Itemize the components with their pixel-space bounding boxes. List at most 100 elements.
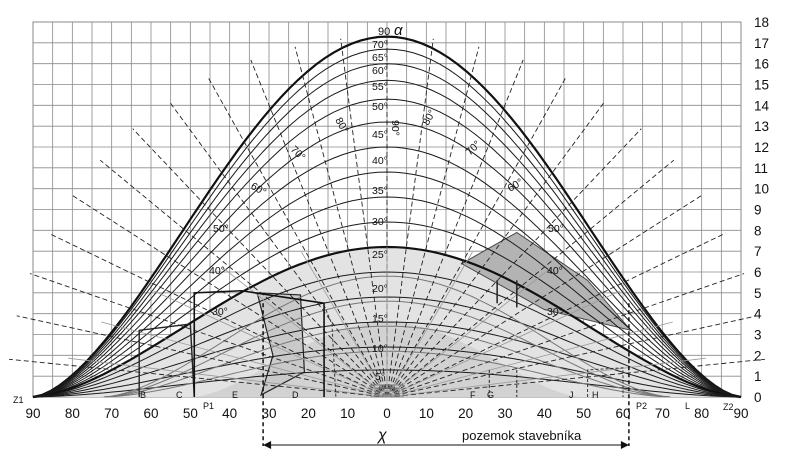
x-tick-label: 50 [183,406,198,421]
slope-label-50-left: 50° [213,223,229,235]
slope-label-40-left: 40° [209,265,225,277]
altitude-label-20: 20° [372,283,388,295]
x-tick-label: 70 [104,406,119,421]
x-tick-label: 80 [65,406,80,421]
x-tick-label: 20 [458,406,473,421]
x-tick-label: 30 [497,406,512,421]
point-label-e: E [232,390,238,400]
radial-dashed-line [16,315,388,398]
y-tick-label: 4 [754,307,762,322]
chi-symbol: χ [376,427,387,444]
radial-gray-line [221,266,388,398]
radial-gray-line [386,251,473,398]
building-outline-c-d [193,289,325,397]
sun-path-curve [32,221,742,398]
building-outline-d [323,305,337,398]
radial-gray-line [101,321,388,398]
point-label-l: L [685,401,690,411]
radial-dashed-line [386,232,726,398]
radial-dashed-line [386,273,745,398]
arrow-right-head [620,441,629,449]
radial-dashed-line [386,78,566,398]
x-tick-label: 40 [222,406,237,421]
altitude-label-30: 30° [372,216,388,228]
point-label-z2: Z2 [723,402,734,412]
point-label-p1: P1 [203,401,214,411]
y-tick-label: 7 [754,244,762,259]
x-tick-label: 40 [537,406,552,421]
altitude-label-40: 40° [372,155,388,167]
altitude-label-65: 65° [372,52,388,64]
x-tick-label: 50 [576,406,591,421]
radial-gray-line [386,357,706,398]
altitude-label-50: 50° [372,101,388,113]
x-tick-label: 30 [261,406,276,421]
point-label-p2: P2 [636,401,647,411]
radial-dashed-line [132,128,388,398]
radial-gray-line [386,321,673,398]
slope-label-30-left: 30° [212,306,228,318]
y-tick-label: 18 [754,15,769,30]
building-outline-j-h [587,367,624,397]
altitude-label-5: 5° [375,371,385,383]
altitude-label-10: 10° [372,343,388,355]
x-tick-label: 20 [301,406,316,421]
radial-dashed-line [9,358,388,398]
y-tick-label: 10 [754,182,769,197]
radial-dashed-line [386,315,758,398]
x-tick-label: 60 [615,406,630,421]
x-tick-label: 0 [383,406,391,421]
radial-dashed-line [386,46,480,398]
y-tick-label: 11 [754,161,768,176]
slope-label-50-right: 50° [548,223,564,235]
radial-gray-line [68,357,388,398]
altitude-label-55: 55° [372,81,388,93]
radial-dashed-line [29,273,388,398]
y-tick-label: 14 [754,98,770,113]
point-label-b: B [140,390,146,400]
y-tick-label: 5 [754,286,762,301]
radial-dashed-line [386,358,765,398]
radial-gray-line [301,251,388,398]
y-tick-label: 6 [754,265,762,280]
radial-dashed-line [386,194,703,398]
radial-dashed-line [294,46,388,398]
altitude-label-70: 70° [372,39,388,51]
altitude-label-15: 15° [372,313,388,325]
y-tick-label: 8 [754,223,762,238]
y-tick-label: 12 [754,140,769,155]
building-outline-b-c [138,323,195,398]
radial-dashed-line [99,159,388,398]
y-tick-label: 16 [754,57,769,72]
radial-dashed-line [48,232,388,398]
slope-label-90: 90° [389,120,401,136]
x-tick-label: 10 [340,406,355,421]
point-label-h: H [592,390,599,400]
y-tick-label: 3 [754,328,762,343]
radial-dashed-line [208,78,388,398]
point-label-c: C [176,390,183,400]
radial-dashed-line [386,101,606,398]
point-label-f: F [470,390,476,400]
x-tick-label: 60 [143,406,158,421]
radial-dashed-line [386,38,434,398]
x-tick-label: 80 [694,406,709,421]
point-label-d: D [292,390,299,400]
slope-label-40-right: 40° [547,265,563,277]
x-tick-label: 10 [419,406,434,421]
y-tick-label: 0 [754,390,762,405]
plot-caption: pozemok stavebníka [462,428,582,443]
radial-lines [9,36,765,398]
radial-gray-line [386,290,621,398]
x-tick-label: 90 [733,406,748,421]
point-label-j: J [569,390,574,400]
radial-dashed-line [168,101,388,398]
sun-path-curve [32,63,742,398]
altitude-label-45: 45° [372,129,388,141]
radial-dashed-line [386,128,642,398]
radial-dashed-line [386,159,675,398]
radial-dashed-line [386,59,524,398]
